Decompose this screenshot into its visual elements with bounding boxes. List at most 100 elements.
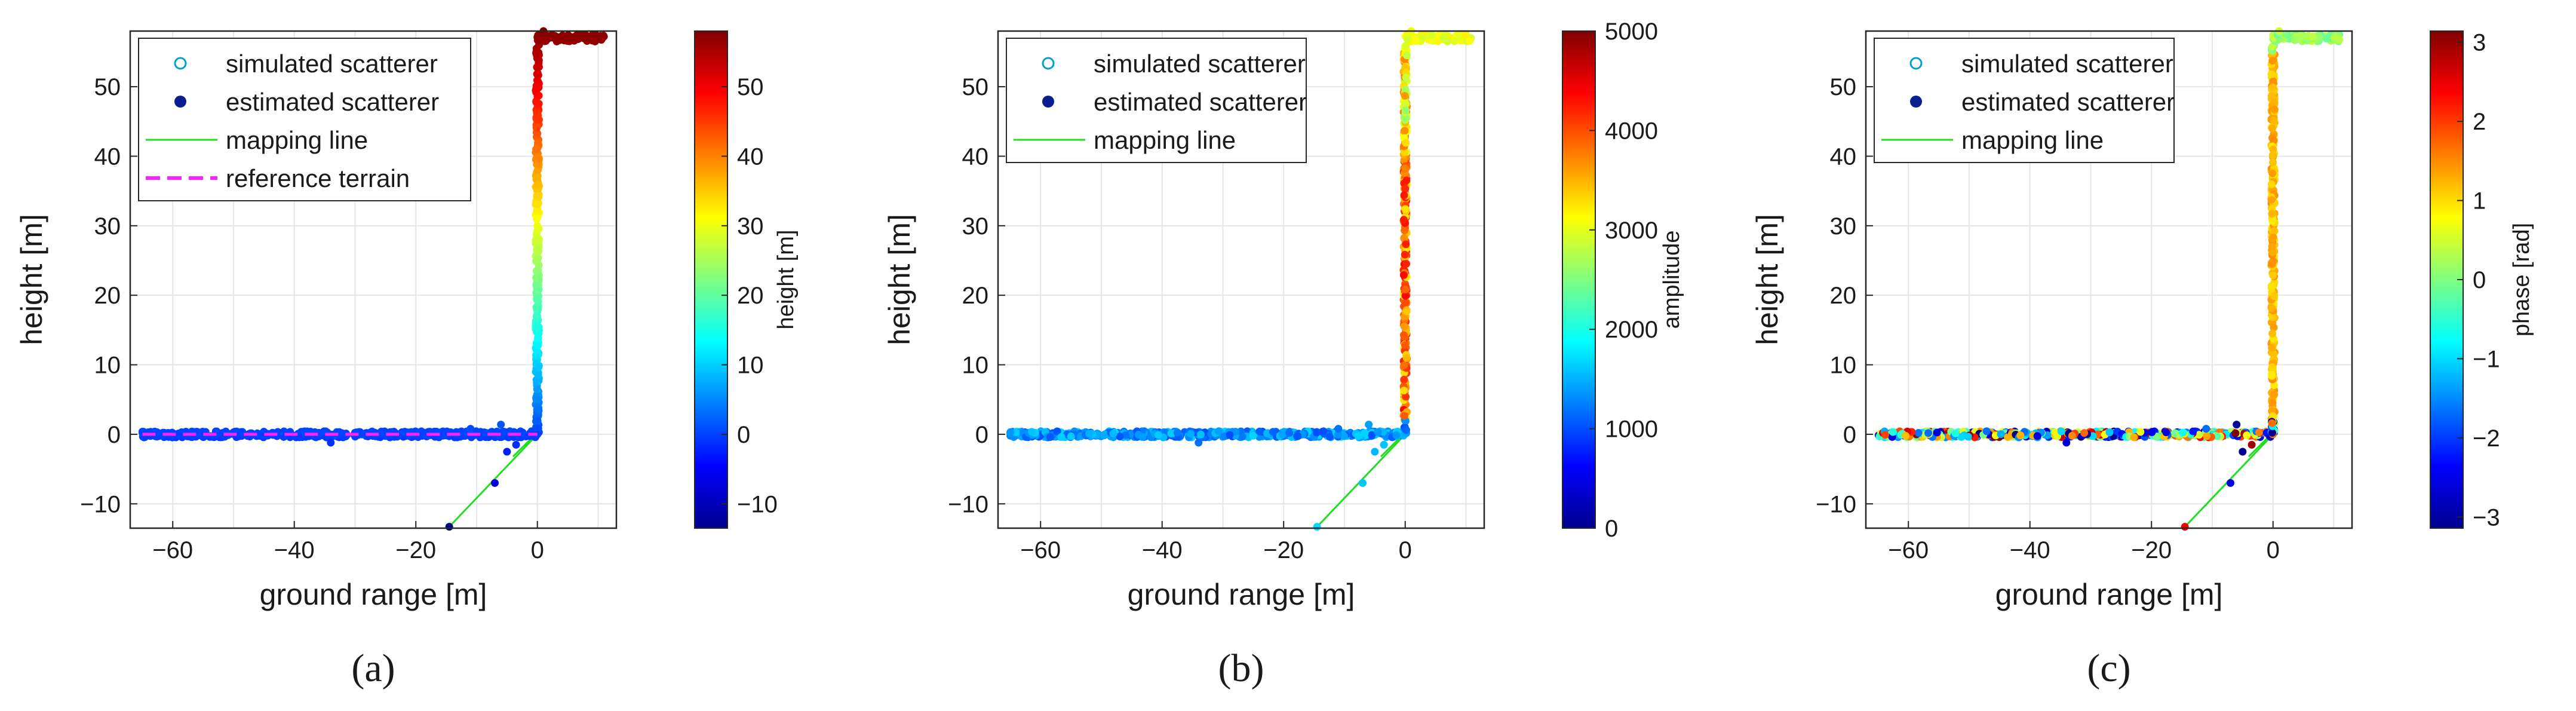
- colorbar-tick-label: 3000: [1605, 217, 1658, 244]
- y-tick-label: 20: [1830, 283, 1857, 309]
- scatter-point: [2268, 83, 2277, 91]
- scatter-point: [533, 237, 542, 245]
- panel-b: −60 −40 −20 0 −10 0 10 20 30 40 50 ground range [m]…: [883, 19, 1684, 690]
- estimated-point: [1365, 421, 1373, 429]
- scatter-point: [592, 30, 600, 39]
- scatter-point: [1214, 427, 1223, 436]
- scatter-point: [1046, 433, 1054, 442]
- colorbar-tick-label: −1: [2473, 346, 2500, 372]
- scatter-point: [533, 63, 541, 72]
- colorbar-tick-label: 20: [737, 283, 764, 309]
- y-tick-label: 50: [962, 74, 989, 100]
- legend: simulated scatterer estimated scatterer ma…: [138, 38, 471, 201]
- scatter-point: [535, 247, 543, 255]
- scatter-point: [2268, 304, 2276, 312]
- scatter-point: [2189, 427, 2197, 436]
- scatter-point: [534, 180, 542, 189]
- x-tick-label: −40: [1142, 537, 1183, 563]
- scatter-point: [1325, 433, 1334, 441]
- scatter-point: [1401, 286, 1410, 294]
- scatter-point: [277, 430, 285, 439]
- estimated-point: [1313, 523, 1321, 531]
- scatter-point: [1402, 354, 1411, 362]
- y-tick-label: 40: [1830, 143, 1857, 170]
- scatter-point: [2322, 35, 2331, 43]
- y-tick-label: 0: [108, 422, 121, 448]
- scatter-point: [1402, 260, 1411, 268]
- scatter-point: [1400, 375, 1408, 384]
- x-axis-label: ground range [m]: [1995, 578, 2223, 611]
- legend-marker-estimated: [1042, 96, 1054, 108]
- scatter-point: [1402, 393, 1410, 401]
- scatter-point: [1028, 428, 1036, 436]
- estimated-point: [466, 425, 475, 433]
- y-tick-label: 20: [94, 283, 121, 309]
- scatter-point: [2195, 431, 2203, 439]
- scatter-point: [1400, 361, 1408, 369]
- y-axis-label: height [m]: [883, 214, 916, 345]
- scatter-point: [2179, 428, 2187, 437]
- colorbar-tick-label: −3: [2473, 504, 2500, 531]
- estimated-point: [512, 440, 520, 449]
- scatter-point: [2268, 169, 2277, 177]
- scatter-point: [2136, 428, 2145, 436]
- scatter-point: [1374, 428, 1382, 436]
- scatter-point: [1269, 428, 1277, 436]
- legend-box: [1006, 38, 1307, 163]
- scatter-point: [1100, 431, 1109, 440]
- scatter-point: [1249, 431, 1257, 440]
- y-tick-label: 10: [962, 353, 989, 379]
- scatter-point: [1401, 341, 1409, 350]
- colorbar-tick-label: −2: [2473, 425, 2500, 452]
- y-tick-label: 10: [94, 353, 121, 379]
- colorbar-tick-label: −10: [737, 491, 778, 517]
- scatter-point: [2080, 429, 2089, 437]
- scatter-point: [2270, 350, 2278, 358]
- scatter-point: [2270, 116, 2278, 124]
- scatter-point: [1402, 240, 1410, 249]
- scatter-point: [533, 285, 541, 293]
- legend: simulated scatterer estimated scatterer ma…: [1874, 38, 2175, 163]
- estimated-point: [1359, 479, 1367, 487]
- estimated-point: [497, 421, 505, 429]
- scatter-point: [535, 99, 543, 108]
- colorbar: −3 −2 −1 0 1 2 3 phase [rad]: [2430, 30, 2534, 531]
- colorbar-label: amplitude: [1659, 231, 1684, 329]
- scatter-point: [1402, 51, 1411, 60]
- x-tick-label: −20: [395, 537, 436, 563]
- scatter-point: [1401, 164, 1410, 173]
- estimated-point: [1334, 425, 1343, 433]
- scatter-point: [1197, 430, 1205, 439]
- scatter-point: [1340, 432, 1349, 440]
- colorbar-tick-label: 50: [737, 74, 764, 100]
- scatter-point: [2268, 419, 2276, 427]
- legend-label: simulated scatterer: [226, 50, 438, 78]
- axes-box: [997, 30, 1485, 529]
- scatter-point: [1154, 431, 1162, 439]
- scatter-point: [2267, 91, 2276, 100]
- scatter-point: [2268, 260, 2276, 268]
- y-tick-label: 0: [1843, 422, 1856, 448]
- scatter-point: [2016, 431, 2025, 440]
- scatter-point: [533, 226, 542, 235]
- colorbar-tick-label: 0: [737, 422, 750, 448]
- scatter-point: [1067, 432, 1075, 440]
- axes-box: [129, 30, 618, 529]
- scatter-point: [535, 154, 543, 163]
- x-tick-label: −60: [152, 537, 193, 563]
- x-tick-label: −20: [1263, 537, 1304, 563]
- scatter-point: [2268, 363, 2276, 372]
- scatter-point: [533, 206, 541, 214]
- scatter-point: [535, 160, 543, 168]
- scatter-point: [1173, 428, 1181, 437]
- scatter-point: [2270, 105, 2279, 114]
- scatter-point: [1466, 36, 1474, 45]
- scatter-point: [1402, 100, 1410, 108]
- colorbar-tick-label: 3: [2473, 30, 2486, 56]
- legend-box: [138, 38, 471, 201]
- scatter-point: [2231, 429, 2240, 437]
- scatter-point: [534, 111, 542, 119]
- colorbar-tick-label: 0: [1605, 516, 1618, 542]
- scatter-point: [534, 424, 542, 433]
